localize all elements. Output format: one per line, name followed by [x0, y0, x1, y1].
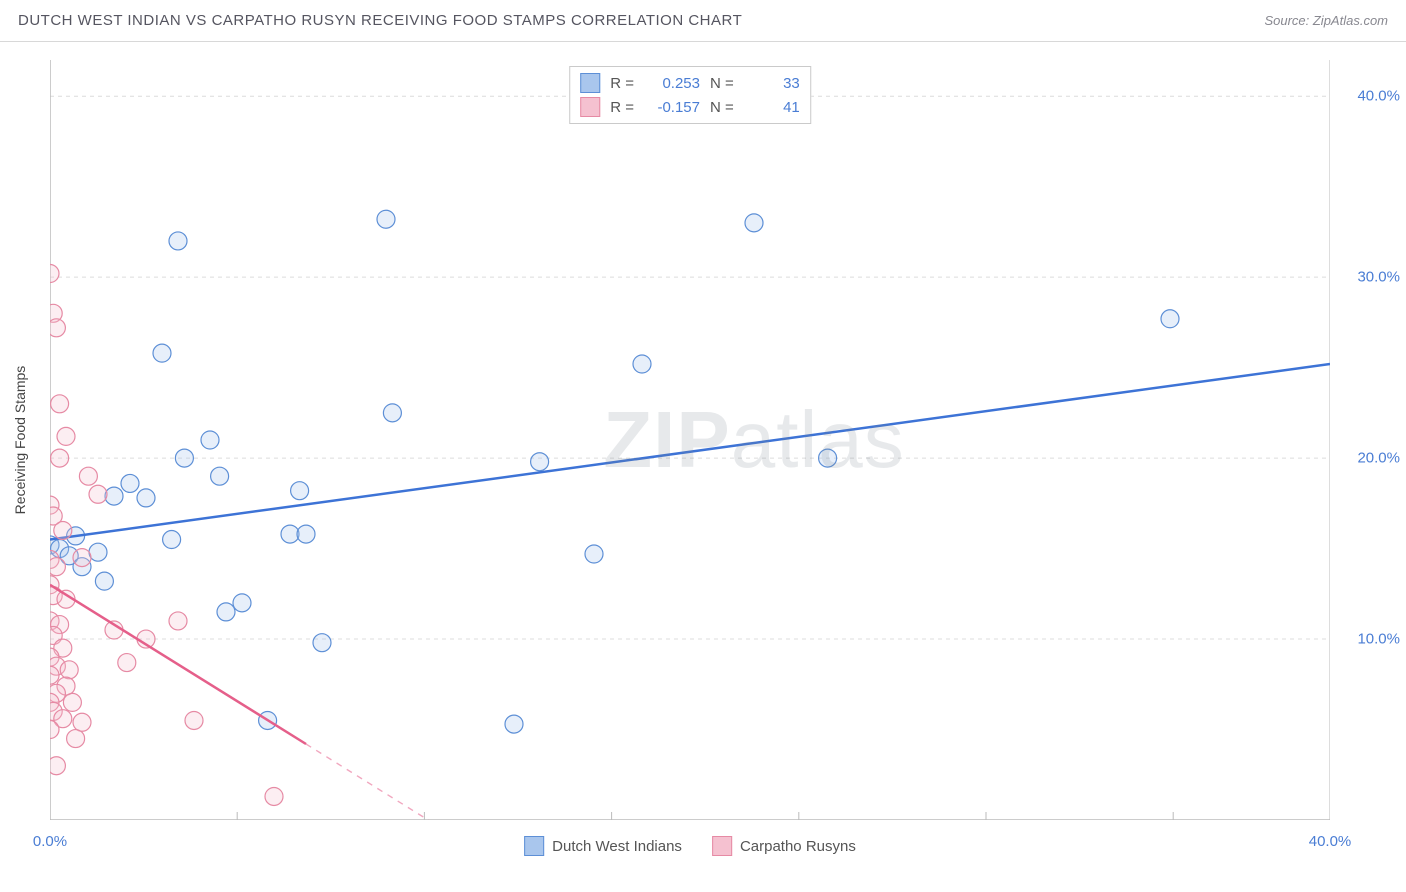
- r-label: R =: [610, 99, 634, 116]
- title-bar: DUTCH WEST INDIAN VS CARPATHO RUSYN RECE…: [0, 0, 1406, 42]
- swatch-series-0: [580, 73, 600, 93]
- swatch-series-1-bottom: [712, 836, 732, 856]
- r-value-0: 0.253: [644, 75, 700, 92]
- n-value-0: 33: [744, 75, 800, 92]
- n-label: N =: [710, 75, 734, 92]
- scatter-plot: [50, 60, 1330, 820]
- swatch-series-0-bottom: [524, 836, 544, 856]
- chart-area: Receiving Food Stamps ZIPatlas R = 0.253…: [50, 60, 1330, 820]
- series-legend: Dutch West Indians Carpatho Rusyns: [524, 836, 856, 856]
- legend-item-0: Dutch West Indians: [524, 836, 682, 856]
- correlation-legend: R = 0.253 N = 33 R = -0.157 N = 41: [569, 66, 811, 124]
- source-label: Source: ZipAtlas.com: [1264, 13, 1388, 28]
- chart-title: DUTCH WEST INDIAN VS CARPATHO RUSYN RECE…: [18, 12, 742, 29]
- n-value-1: 41: [744, 99, 800, 116]
- y-axis-label: Receiving Food Stamps: [12, 366, 28, 515]
- y-tick-label: 10.0%: [1357, 631, 1400, 648]
- legend-label-1: Carpatho Rusyns: [740, 838, 856, 855]
- y-tick-label: 30.0%: [1357, 269, 1400, 286]
- r-label: R =: [610, 75, 634, 92]
- swatch-series-1: [580, 97, 600, 117]
- r-value-1: -0.157: [644, 99, 700, 116]
- legend-label-0: Dutch West Indians: [552, 838, 682, 855]
- legend-item-1: Carpatho Rusyns: [712, 836, 856, 856]
- correlation-row-1: R = -0.157 N = 41: [580, 95, 800, 119]
- y-tick-label: 40.0%: [1357, 88, 1400, 105]
- x-tick-label: 40.0%: [1309, 833, 1352, 850]
- correlation-row-0: R = 0.253 N = 33: [580, 71, 800, 95]
- n-label: N =: [710, 99, 734, 116]
- y-tick-label: 20.0%: [1357, 450, 1400, 467]
- x-tick-label: 0.0%: [33, 833, 67, 850]
